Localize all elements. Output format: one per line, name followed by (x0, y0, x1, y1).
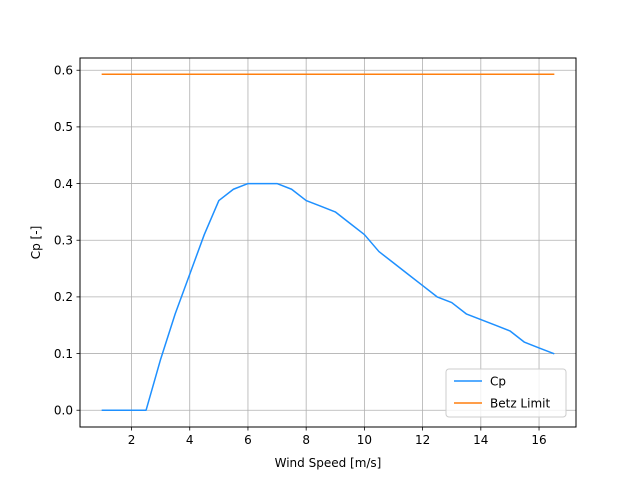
series-line-cp (101, 182, 555, 411)
legend-label-betz-limit: Betz Limit (490, 396, 550, 410)
axis-ticks: 2 4 6 8 10 12 14 16 0.0 0.1 0.2 0.3 0.4 0.5 0.6 (54, 64, 547, 447)
x-tick-label: 8 (302, 433, 310, 447)
x-tick-label: 16 (531, 433, 546, 447)
legend-label-cp: Cp (490, 374, 506, 388)
x-tick-label: 2 (128, 433, 136, 447)
y-tick-label: 0.6 (54, 64, 73, 78)
y-tick-label: 0.2 (54, 290, 73, 304)
legend: Cp Betz Limit (445, 368, 567, 418)
y-tick-label: 0.1 (54, 347, 73, 361)
x-tick-label: 10 (357, 433, 372, 447)
x-tick-label: 12 (415, 433, 430, 447)
x-axis-label: Wind Speed [m/s] (275, 456, 382, 470)
y-axis-label: Cp [-] (29, 226, 43, 260)
x-tick-label: 14 (473, 433, 488, 447)
grid (80, 58, 576, 427)
y-tick-label: 0.5 (54, 120, 73, 134)
y-tick-label: 0.4 (54, 177, 73, 191)
y-tick-label: 0.3 (54, 234, 73, 248)
x-tick-label: 6 (244, 433, 252, 447)
y-tick-label: 0.0 (54, 404, 73, 418)
series-lines (101, 73, 555, 411)
plot-frame (79, 57, 577, 428)
x-tick-label: 4 (186, 433, 194, 447)
